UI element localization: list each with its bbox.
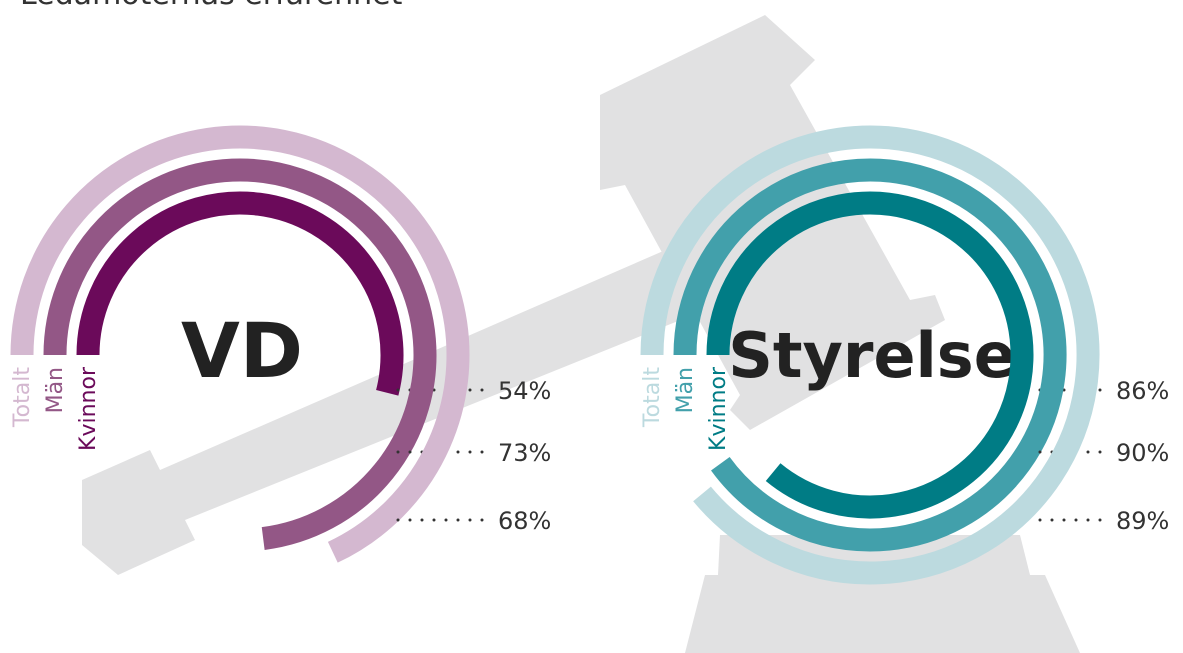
radial-bar [43,158,437,550]
chart-title: VD [181,306,303,395]
radial-bar [640,125,1100,585]
category-label: Kvinnor [706,366,731,451]
page-title: Ledamöternas erfarenhet [20,0,403,12]
category-label: Totalt [10,367,35,428]
category-label: Män [43,367,68,413]
value-label: 90% [1116,439,1169,467]
radial-bar [76,191,404,396]
gavel-base [685,535,1080,653]
radial-bar [706,191,1034,519]
value-label: 68% [498,507,551,535]
gavel-head [600,15,945,430]
radial-bar [10,125,470,563]
category-label: Totalt [640,367,665,428]
gavel-handle [82,235,730,575]
value-label: 54% [498,377,551,405]
category-label: Män [673,367,698,413]
chart-title: Styrelse [728,319,1016,392]
radial-bar [673,158,1067,552]
value-label: 73% [498,439,551,467]
value-label: 89% [1116,507,1169,535]
value-label: 86% [1116,377,1169,405]
category-label: Kvinnor [76,366,101,451]
